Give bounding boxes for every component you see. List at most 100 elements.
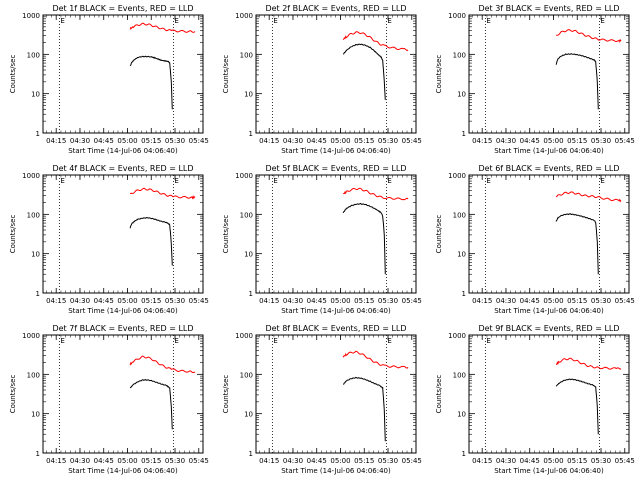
y-axis-label: Counts/sec: [435, 215, 443, 254]
panel-title: Det 7f BLACK = Events, RED = LLD: [52, 324, 193, 333]
x-tick-label: 05:00: [117, 457, 137, 465]
y-tick-label: 1: [462, 290, 466, 298]
x-tick-label: 05:00: [330, 137, 350, 145]
x-tick-label: 04:45: [307, 457, 327, 465]
y-axis-label: Counts/sec: [9, 215, 17, 254]
y-tick-label: 1: [249, 130, 253, 138]
marker-label: E: [174, 17, 178, 25]
panel-det-5: Det 5f BLACK = Events, RED = LLD 1 10 100 10…: [222, 164, 422, 315]
x-tick-label: 05:00: [543, 457, 563, 465]
x-axis-label: Start Time (14-Jul-06 04:06:40): [494, 307, 604, 315]
x-tick-label: 04:45: [307, 297, 327, 305]
marker-label: E: [600, 337, 604, 345]
x-tick-label: 04:15: [46, 297, 66, 305]
x-tick-label: 05:45: [402, 297, 422, 305]
x-tick-label: 05:30: [378, 297, 398, 305]
series-line-events: [555, 213, 599, 275]
panel-title: Det 2f BLACK = Events, RED = LLD: [265, 4, 406, 13]
y-tick-label: 10: [457, 251, 466, 259]
panel-title: Det 1f BLACK = Events, RED = LLD: [52, 4, 193, 13]
panel-det-1: Det 1f BLACK = Events, RED = LLD 1 10 100 10…: [9, 4, 209, 155]
panel-title: Det 4f BLACK = Events, RED = LLD: [52, 164, 193, 173]
y-tick-label: 10: [457, 91, 466, 99]
panel-title: Det 6f BLACK = Events, RED = LLD: [478, 164, 619, 173]
y-tick-label: 100: [27, 211, 40, 219]
panel-title: Det 5f BLACK = Events, RED = LLD: [265, 164, 406, 173]
x-tick-label: 05:30: [591, 137, 611, 145]
x-tick-label: 04:30: [283, 137, 303, 145]
y-tick-label: 10: [244, 251, 253, 259]
series-line-events: [555, 378, 599, 435]
x-tick-label: 05:30: [165, 297, 185, 305]
marker-label: E: [600, 17, 604, 25]
marker-label: E: [60, 17, 64, 25]
y-tick-label: 1000: [22, 332, 40, 340]
x-tick-label: 05:00: [117, 137, 137, 145]
series-line-events: [555, 53, 599, 110]
x-tick-label: 05:00: [117, 297, 137, 305]
y-tick-label: 1000: [22, 172, 40, 180]
plot-frame: [468, 174, 630, 294]
series-line-lld: [342, 350, 409, 369]
y-tick-label: 100: [27, 371, 40, 379]
marker-label: E: [387, 177, 391, 185]
marker-label: E: [387, 337, 391, 345]
y-tick-label: 10: [244, 411, 253, 419]
y-axis-label: Counts/sec: [222, 375, 230, 414]
x-axis-label: Start Time (14-Jul-06 04:06:40): [68, 147, 178, 155]
y-axis-label: Counts/sec: [435, 375, 443, 414]
series-line-lld: [343, 187, 409, 201]
y-tick-label: 100: [240, 371, 253, 379]
plot-frame: [255, 174, 417, 294]
panel-det-3: Det 3f BLACK = Events, RED = LLD 1 10 100 10…: [435, 4, 635, 155]
series-line-events: [342, 376, 386, 442]
plot-frame: [255, 334, 417, 454]
x-tick-label: 04:45: [520, 457, 540, 465]
y-tick-label: 100: [453, 211, 466, 219]
x-tick-label: 04:15: [46, 457, 66, 465]
series-line-lld: [129, 22, 196, 33]
y-tick-label: 10: [31, 251, 40, 259]
marker-label: E: [174, 337, 178, 345]
marker-label: E: [60, 177, 64, 185]
y-tick-label: 100: [453, 51, 466, 59]
marker-label: E: [387, 17, 391, 25]
panel-title: Det 8f BLACK = Events, RED = LLD: [265, 324, 406, 333]
x-tick-label: 05:15: [567, 137, 587, 145]
y-tick-label: 100: [453, 371, 466, 379]
x-tick-label: 05:00: [330, 457, 350, 465]
plot-frame: [42, 14, 204, 134]
y-tick-label: 1: [462, 450, 466, 458]
panel-title: Det 9f BLACK = Events, RED = LLD: [478, 324, 619, 333]
x-tick-label: 05:45: [402, 137, 422, 145]
x-tick-label: 04:30: [283, 457, 303, 465]
x-tick-label: 04:30: [496, 137, 516, 145]
marker-label: E: [273, 337, 277, 345]
y-tick-label: 100: [240, 51, 253, 59]
x-tick-label: 04:45: [94, 297, 114, 305]
x-tick-label: 04:30: [496, 457, 516, 465]
y-tick-label: 1: [249, 450, 253, 458]
x-tick-label: 05:15: [567, 297, 587, 305]
x-tick-label: 04:15: [259, 457, 279, 465]
x-axis-label: Start Time (14-Jul-06 04:06:40): [68, 467, 178, 475]
x-tick-label: 04:30: [283, 297, 303, 305]
series-line-lld: [555, 357, 622, 370]
marker-label: E: [273, 17, 277, 25]
marker-label: E: [174, 177, 178, 185]
y-tick-label: 1000: [448, 172, 466, 180]
marker-label: E: [273, 177, 277, 185]
x-tick-label: 05:30: [165, 137, 185, 145]
y-axis-label: Counts/sec: [222, 55, 230, 94]
series-line-events: [129, 216, 173, 266]
x-tick-label: 05:15: [141, 137, 161, 145]
x-tick-label: 04:30: [70, 457, 90, 465]
x-tick-label: 05:30: [378, 457, 398, 465]
x-tick-label: 05:30: [165, 457, 185, 465]
x-tick-label: 04:45: [94, 137, 114, 145]
y-tick-label: 1000: [235, 12, 253, 20]
marker-label: E: [486, 337, 490, 345]
x-axis-label: Start Time (14-Jul-06 04:06:40): [494, 147, 604, 155]
x-tick-label: 04:30: [70, 297, 90, 305]
marker-label: E: [600, 177, 604, 185]
